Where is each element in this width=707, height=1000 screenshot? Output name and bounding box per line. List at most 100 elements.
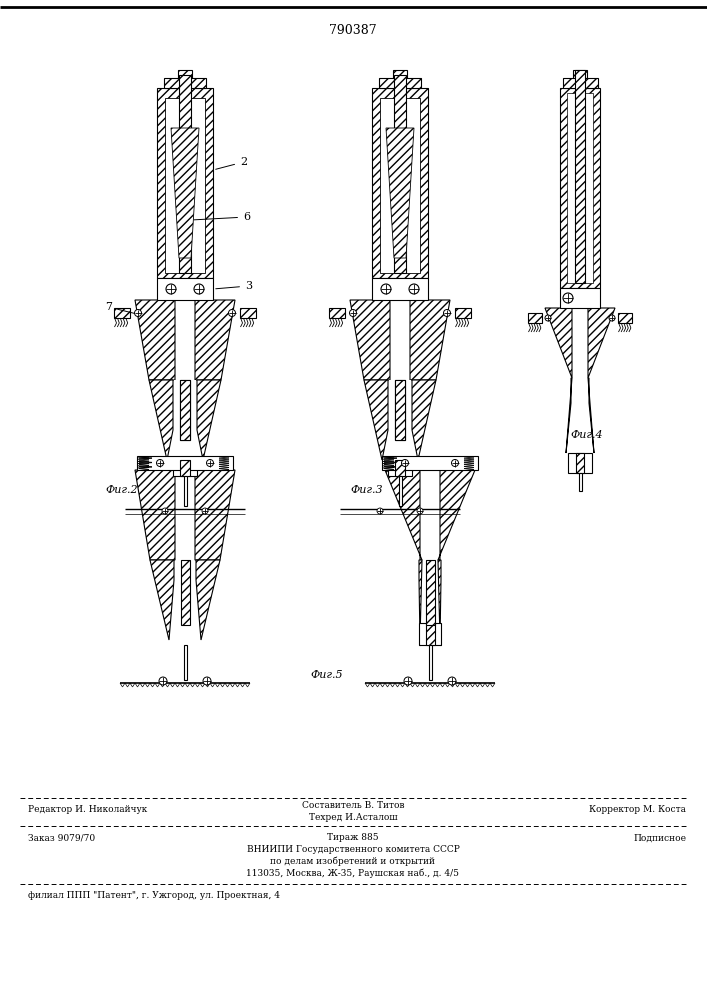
Bar (576, 453, 584, 473)
Circle shape (443, 310, 450, 316)
Polygon shape (588, 378, 594, 453)
Circle shape (381, 284, 391, 294)
Polygon shape (197, 380, 221, 460)
Bar (329, 308, 345, 318)
Bar (563, 78, 597, 88)
Bar (180, 460, 190, 476)
Bar (528, 313, 542, 323)
Circle shape (156, 460, 163, 466)
Circle shape (203, 677, 211, 685)
Circle shape (402, 460, 409, 466)
Polygon shape (410, 300, 450, 380)
Bar (560, 88, 600, 288)
Bar (393, 70, 407, 78)
Polygon shape (419, 560, 422, 640)
Bar (173, 460, 197, 476)
Text: Фиг.5: Фиг.5 (310, 670, 343, 680)
Circle shape (166, 284, 176, 294)
Bar (165, 98, 205, 273)
Text: Фиг.3: Фиг.3 (350, 485, 382, 495)
Circle shape (404, 677, 412, 685)
Bar (114, 308, 130, 318)
Polygon shape (438, 470, 475, 560)
Circle shape (563, 293, 573, 303)
Bar (388, 460, 412, 476)
Bar (399, 476, 402, 506)
Text: 7: 7 (105, 302, 139, 314)
Bar (184, 645, 187, 680)
Text: 2: 2 (216, 157, 247, 169)
Bar (137, 456, 233, 470)
Polygon shape (195, 470, 235, 560)
Circle shape (202, 508, 208, 514)
Circle shape (448, 677, 456, 685)
Polygon shape (350, 300, 390, 380)
Bar (240, 308, 256, 318)
Circle shape (194, 284, 204, 294)
Polygon shape (149, 380, 173, 460)
Text: Фиг.2: Фиг.2 (105, 485, 138, 495)
Circle shape (609, 315, 615, 321)
Bar (179, 75, 191, 273)
Text: Заказ 9079/70: Заказ 9079/70 (28, 834, 95, 842)
Bar (180, 380, 190, 440)
Bar (428, 645, 431, 680)
Bar (573, 70, 587, 78)
Polygon shape (438, 560, 441, 640)
Polygon shape (588, 308, 615, 378)
Bar (426, 623, 435, 645)
Polygon shape (364, 380, 388, 460)
Polygon shape (385, 470, 422, 560)
Bar (575, 70, 585, 283)
Bar (382, 456, 478, 470)
Text: Подписное: Подписное (633, 834, 686, 842)
Bar (184, 476, 187, 506)
Bar (389, 380, 411, 435)
Circle shape (134, 310, 141, 316)
Bar (419, 623, 441, 645)
Bar (568, 453, 592, 473)
Circle shape (417, 508, 423, 514)
Bar (578, 473, 581, 491)
Bar (395, 460, 405, 476)
Text: Тираж 885: Тираж 885 (327, 834, 379, 842)
Bar (157, 88, 213, 278)
Polygon shape (545, 308, 572, 378)
Text: Составитель В. Титов: Составитель В. Титов (302, 800, 404, 810)
Text: Фиг.4: Фиг.4 (570, 430, 602, 440)
Polygon shape (386, 128, 414, 258)
Bar (180, 380, 190, 440)
Bar (560, 288, 600, 308)
Circle shape (409, 284, 419, 294)
Circle shape (377, 508, 383, 514)
Text: Корректор М. Коста: Корректор М. Коста (589, 806, 686, 814)
Bar (379, 78, 421, 88)
Text: 790387: 790387 (329, 23, 377, 36)
Circle shape (162, 508, 168, 514)
Bar (395, 380, 405, 440)
Bar (567, 93, 593, 283)
Text: Редактор И. Николайчук: Редактор И. Николайчук (28, 806, 147, 814)
Bar (157, 278, 213, 300)
Text: филиал ППП "Патент", г. Ужгород, ул. Проектная, 4: филиал ППП "Патент", г. Ужгород, ул. Про… (28, 892, 280, 900)
Polygon shape (195, 300, 235, 380)
Bar (394, 75, 406, 273)
Circle shape (206, 460, 214, 466)
Text: по делам изобретений и открытий: по делам изобретений и открытий (271, 856, 436, 866)
Circle shape (545, 315, 551, 321)
Bar (174, 380, 196, 435)
Bar (372, 88, 428, 278)
Bar (178, 70, 192, 78)
Bar (180, 560, 189, 625)
Circle shape (159, 677, 167, 685)
Text: ВНИИПИ Государственного комитета СССР: ВНИИПИ Государственного комитета СССР (247, 846, 460, 854)
Circle shape (349, 310, 356, 316)
Bar (164, 78, 206, 88)
Text: 6: 6 (194, 212, 250, 222)
Text: 4: 4 (193, 457, 230, 467)
Polygon shape (135, 470, 175, 560)
Text: Техред И.Асталош: Техред И.Асталош (309, 812, 397, 822)
Polygon shape (135, 300, 175, 380)
Bar (372, 278, 428, 300)
Text: 3: 3 (216, 281, 252, 291)
